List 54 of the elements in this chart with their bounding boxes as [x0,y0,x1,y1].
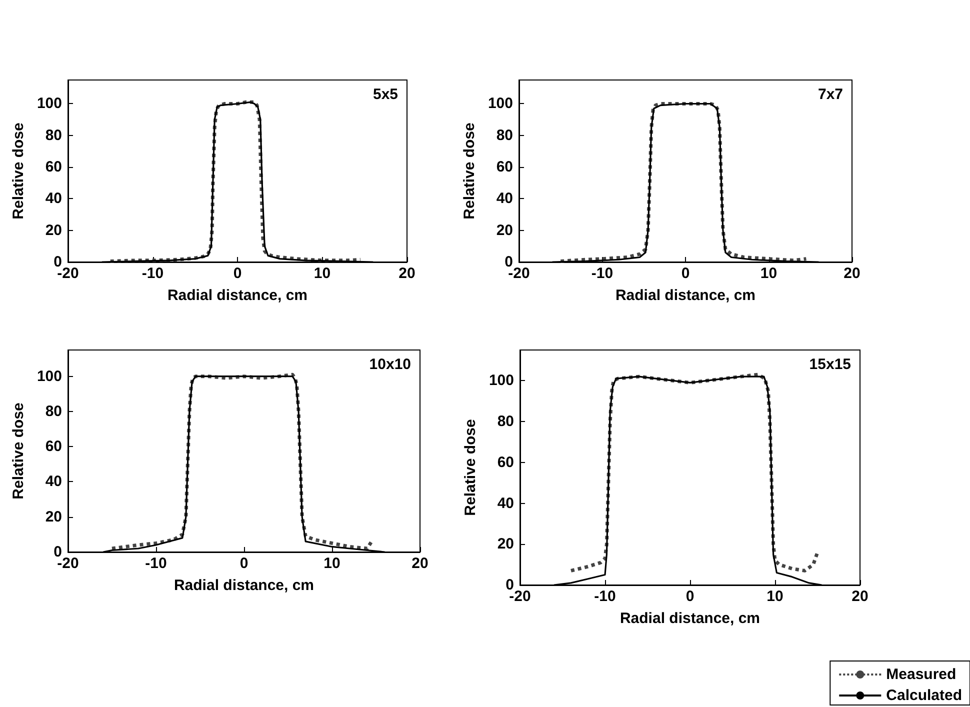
x-tick-label: -10 [591,265,614,282]
x-tick-label: 0 [240,555,248,572]
chart-title: 10x10 [369,356,412,373]
y-tick-label: 20 [45,508,62,526]
y-tick-label: 60 [497,454,514,471]
y-tick-label: 100 [36,368,62,385]
y-tick-label: 80 [496,126,513,144]
x-tick-label: 0 [233,265,242,282]
x-tick-label: 0 [686,588,694,605]
y-axis-title: Relative dose [461,122,478,220]
chart-title: 15x15 [809,356,852,373]
y-axis-title: Relative dose [10,402,28,500]
x-tick-label: 0 [681,265,690,282]
x-tick-label: -10 [145,555,167,572]
y-tick-label: 100 [488,95,513,112]
chart-title: 7x7 [818,86,844,103]
y-tick-label: 100 [488,372,514,390]
legend-label: Measured [886,666,956,683]
y-tick-label: 0 [506,576,514,594]
x-axis-title: Radial distance, cm [615,287,756,304]
y-tick-label: 40 [45,473,62,490]
y-tick-label: 20 [497,536,514,553]
y-tick-label: 0 [54,544,62,560]
y-tick-label: 80 [497,413,514,430]
y-tick-label: 40 [45,190,62,208]
y-tick-label: 40 [496,190,513,208]
x-tick-label: 10 [324,555,340,572]
y-tick-label: 60 [45,158,62,176]
x-tick-label: 20 [412,555,428,572]
y-axis-title: Relative dose [10,122,28,220]
y-tick-label: 20 [45,222,62,239]
x-tick-label: -10 [594,588,616,605]
y-tick-label: 0 [504,254,513,270]
y-axis-title: Relative dose [462,419,480,516]
x-tick-label: 20 [844,265,860,282]
x-tick-label: 10 [760,265,778,282]
x-tick-label: 10 [766,588,784,605]
x-axis-title: Radial distance, cm [620,610,760,627]
x-tick-label: 10 [314,265,331,282]
y-tick-label: 80 [45,126,62,144]
y-tick-label: 20 [496,222,513,239]
y-tick-label: 60 [45,438,62,456]
y-tick-label: 60 [496,158,513,176]
x-tick-label: 20 [398,265,416,282]
chart-title: 5x5 [372,86,398,103]
y-tick-label: 40 [497,494,514,512]
x-tick-label: -10 [142,265,164,282]
x-axis-title: Radial distance, cm [167,287,308,304]
x-axis-title: Radial distance, cm [174,577,314,594]
y-tick-label: 0 [54,254,62,270]
x-tick-label: 20 [852,588,868,605]
y-tick-label: 100 [36,95,62,112]
legend-label: Calculated [886,687,962,704]
y-tick-label: 80 [45,402,62,420]
